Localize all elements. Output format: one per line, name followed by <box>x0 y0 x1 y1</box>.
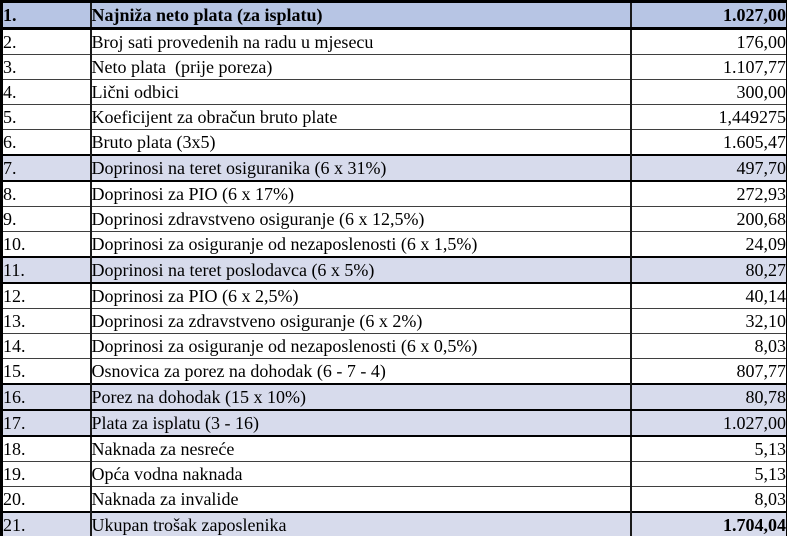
row-value: 200,68 <box>629 206 787 232</box>
row-number: 17. <box>0 409 92 437</box>
table-row: 9. Doprinosi zdravstveno osiguranje (6 x… <box>0 206 787 232</box>
row-number: 5. <box>0 104 92 130</box>
table-row: 19. Opća vodna naknada 5,13 <box>0 461 787 487</box>
table-row: 14. Doprinosi za osiguranje od nezaposle… <box>0 333 787 359</box>
row-value: 8,03 <box>629 333 787 359</box>
row-value: 1.704,04 <box>629 511 787 536</box>
row-value: 32,10 <box>629 308 787 334</box>
row-label: Bruto plata (3x5) <box>89 129 632 156</box>
row-label: Broj sati provedenih na radu u mjesecu <box>89 28 632 55</box>
table-row: 2. Broj sati provedenih na radu u mjesec… <box>0 28 787 55</box>
row-value: 272,93 <box>629 180 787 207</box>
table-row: 12. Doprinosi za PIO (6 x 2,5%) 40,14 <box>0 282 787 309</box>
row-value: 300,00 <box>629 79 787 105</box>
table-row: 11. Doprinosi na teret poslodavca (6 x 5… <box>0 256 787 284</box>
row-label: Naknada za nesreće <box>89 435 632 462</box>
row-value: 497,70 <box>629 154 787 182</box>
table-row: 17. Plata za isplatu (3 - 16) 1.027,00 <box>0 409 787 437</box>
row-value: 80,27 <box>629 256 787 284</box>
table-row: 7. Doprinosi na teret osiguranika (6 x 3… <box>0 154 787 182</box>
row-value: 1.027,00 <box>629 0 787 30</box>
row-number: 21. <box>0 511 92 536</box>
row-number: 14. <box>0 333 92 359</box>
row-label: Doprinosi za osiguranje od nezaposlenost… <box>89 333 632 359</box>
row-number: 19. <box>0 461 92 487</box>
row-label: Doprinosi zdravstveno osiguranje (6 x 12… <box>89 206 632 232</box>
row-number: 10. <box>0 231 92 258</box>
row-label: Opća vodna naknada <box>89 461 632 487</box>
row-number: 8. <box>0 180 92 207</box>
table-row: 8. Doprinosi za PIO (6 x 17%) 272,93 <box>0 180 787 207</box>
row-label: Doprinosi za osiguranje od nezaposlenost… <box>89 231 632 258</box>
row-value: 1.027,00 <box>629 409 787 437</box>
row-label: Doprinosi za zdravstveno osiguranje (6 x… <box>89 308 632 334</box>
row-number: 18. <box>0 435 92 462</box>
row-number: 7. <box>0 154 92 182</box>
row-value: 24,09 <box>629 231 787 258</box>
row-label: Doprinosi za PIO (6 x 17%) <box>89 180 632 207</box>
row-value: 40,14 <box>629 282 787 309</box>
row-number: 20. <box>0 486 92 513</box>
row-value: 1,449275 <box>629 104 787 130</box>
row-value: 1.605,47 <box>629 129 787 156</box>
row-label: Doprinosi na teret osiguranika (6 x 31%) <box>89 154 632 182</box>
table-row: 5. Koeficijent za obračun bruto plate 1,… <box>0 104 787 130</box>
table-row: 3. Neto plata (prije poreza) 1.107,77 <box>0 54 787 80</box>
row-label: Doprinosi za PIO (6 x 2,5%) <box>89 282 632 309</box>
row-number: 16. <box>0 383 92 411</box>
row-number: 9. <box>0 206 92 232</box>
row-label: Doprinosi na teret poslodavca (6 x 5%) <box>89 256 632 284</box>
table-row: 4. Lični odbici 300,00 <box>0 79 787 105</box>
row-label: Lični odbici <box>89 79 632 105</box>
row-number: 13. <box>0 308 92 334</box>
row-value: 176,00 <box>629 28 787 55</box>
row-label: Neto plata (prije poreza) <box>89 54 632 80</box>
row-value: 5,13 <box>629 461 787 487</box>
table-row: 20. Naknada za invalide 8,03 <box>0 486 787 513</box>
row-number: 11. <box>0 256 92 284</box>
table-row: 1. Najniža neto plata (za isplatu) 1.027… <box>0 0 787 30</box>
table-row: 16. Porez na dohodak (15 x 10%) 80,78 <box>0 383 787 411</box>
row-label: Porez na dohodak (15 x 10%) <box>89 383 632 411</box>
row-value: 80,78 <box>629 383 787 411</box>
table-row: 6. Bruto plata (3x5) 1.605,47 <box>0 129 787 156</box>
table-row: 13. Doprinosi za zdravstveno osiguranje … <box>0 308 787 334</box>
row-value: 5,13 <box>629 435 787 462</box>
row-number: 4. <box>0 79 92 105</box>
row-label: Ukupan trošak zaposlenika <box>89 511 632 536</box>
table-row: 21. Ukupan trošak zaposlenika 1.704,04 <box>0 511 787 536</box>
row-number: 1. <box>0 0 92 30</box>
table-row: 10. Doprinosi za osiguranje od nezaposle… <box>0 231 787 258</box>
row-number: 12. <box>0 282 92 309</box>
row-value: 8,03 <box>629 486 787 513</box>
row-number: 6. <box>0 129 92 156</box>
row-number: 3. <box>0 54 92 80</box>
table-row: 18. Naknada za nesreće 5,13 <box>0 435 787 462</box>
table-row: 15. Osnovica za porez na dohodak (6 - 7 … <box>0 358 787 385</box>
row-number: 15. <box>0 358 92 385</box>
row-number: 2. <box>0 28 92 55</box>
row-value: 1.107,77 <box>629 54 787 80</box>
row-value: 807,77 <box>629 358 787 385</box>
row-label: Naknada za invalide <box>89 486 632 513</box>
row-label: Najniža neto plata (za isplatu) <box>89 0 632 30</box>
row-label: Plata za isplatu (3 - 16) <box>89 409 632 437</box>
row-label: Osnovica za porez na dohodak (6 - 7 - 4) <box>89 358 632 385</box>
row-label: Koeficijent za obračun bruto plate <box>89 104 632 130</box>
